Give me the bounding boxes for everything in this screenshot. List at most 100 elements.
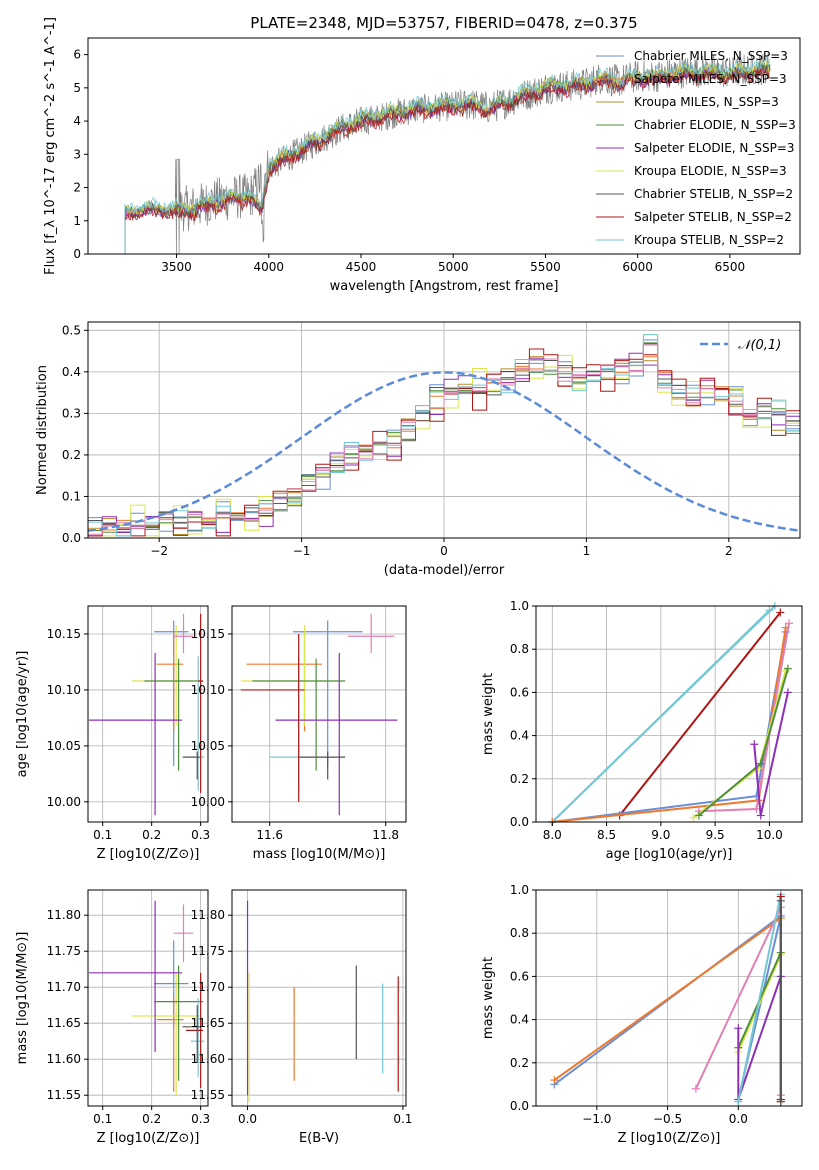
x-tick-label: 0.2 — [142, 1112, 161, 1126]
axes-frame — [87, 37, 801, 255]
y-tick-label: 0.8 — [510, 642, 529, 656]
y-tick-label: 11.60 — [191, 1052, 225, 1066]
y-tick-label: 0.0 — [510, 1099, 529, 1113]
x-tick-label: 10.0 — [756, 828, 783, 842]
x-tick-label: 0.3 — [191, 1112, 210, 1126]
y-tick-label: 0.4 — [62, 365, 81, 379]
legend-entry: Chabrier STELIB, N_SSP=2 — [634, 187, 793, 201]
age-vs-mass-errorbars — [240, 613, 398, 816]
figure-title: PLATE=2348, MJD=53757, FIBERID=0478, z=0… — [250, 14, 637, 32]
x-tick-label: −1.0 — [582, 1112, 611, 1126]
y-tick-label: 10.00 — [47, 795, 81, 809]
y-tick-label: 0.2 — [510, 1056, 529, 1070]
x-tick-label: 0.0 — [238, 1112, 257, 1126]
mass-vs-z-errorbars — [88, 900, 205, 1096]
age-vs-mass-panel: 11.6 11.8 10.00 10.05 10.10 10.15 mass [log10(… — [191, 605, 407, 862]
y-tick-label: 11.65 — [47, 1016, 81, 1030]
axes-frame — [87, 605, 209, 823]
legend-entry: Salpeter MILES, N_SSP=3 — [634, 72, 787, 86]
legend-entry: Salpeter STELIB, N_SSP=2 — [634, 210, 792, 224]
legend-entry: Salpeter ELODIE, N_SSP=3 — [634, 141, 795, 155]
y-tick-label: 10.05 — [191, 739, 225, 753]
x-tick-label: 4500 — [346, 260, 377, 274]
y-tick-label: 6 — [73, 48, 81, 62]
weight-vs-z-lines — [550, 890, 785, 1106]
x-tick-label: −1 — [293, 544, 311, 558]
y-tick-label: 11.55 — [47, 1088, 81, 1102]
y-tick-label: 0.1 — [62, 489, 81, 503]
y-tick-label: 0.4 — [510, 729, 529, 743]
x-tick-label: 0.3 — [191, 828, 210, 842]
normal-curve — [88, 371, 800, 532]
y-axis-label: mass weight — [481, 673, 496, 755]
y-tick-label: 11.80 — [47, 908, 81, 922]
x-axis-label: E(B-V) — [299, 1131, 339, 1146]
x-tick-label: −2 — [150, 544, 168, 558]
legend-entry: Kroupa ELODIE, N_SSP=3 — [634, 164, 787, 178]
weight-line — [551, 605, 776, 823]
x-axis-label: age [log10(age/yr)] — [606, 847, 733, 862]
legend-entry: Chabrier MILES, N_SSP=3 — [634, 49, 788, 63]
x-tick-label: 5500 — [530, 260, 561, 274]
mass-vs-z-panel: 0.1 0.2 0.3 11.55 11.60 11.65 11.70 11.75 11.80 Z… — [15, 889, 210, 1146]
x-tick-label: 0.1 — [93, 828, 112, 842]
weight-vs-age-panel: 8.0 8.5 9.0 9.5 10.0 0.0 0.2 0.4 0.6 0.8 1.0 age [l… — [481, 599, 803, 862]
y-tick-label: 10.15 — [47, 627, 81, 641]
age-vs-z-errorbars — [88, 613, 205, 816]
mass-vs-ebv-errorbars — [246, 900, 399, 1103]
x-axis-label: mass [log10(M/M⊙)] — [253, 847, 386, 862]
residuals-panel: −2 −1 0 1 2 0.0 0.1 0.2 0.3 0.4 0.5 (data-model)/er… — [35, 321, 801, 578]
mass-vs-ebv-panel: 0.0 0.1 11.55 11.60 11.65 11.70 11.75 11.80 E(B-… — [191, 889, 412, 1146]
y-tick-label: 0.6 — [510, 685, 529, 699]
y-tick-label: 11.75 — [191, 944, 225, 958]
y-tick-label: 0.4 — [510, 1013, 529, 1027]
y-tick-label: 11.80 — [191, 908, 225, 922]
y-tick-label: 11.55 — [191, 1088, 225, 1102]
legend-entry: Kroupa MILES, N_SSP=3 — [634, 95, 779, 109]
y-tick-label: 0.6 — [510, 969, 529, 983]
weight-line — [737, 894, 782, 1102]
y-tick-label: 10.00 — [191, 795, 225, 809]
x-axis-label: Z [log10(Z/Z⊙)] — [618, 1131, 721, 1146]
x-tick-label: 6000 — [622, 260, 653, 274]
y-tick-label: 0.3 — [62, 406, 81, 420]
x-tick-label: 11.6 — [256, 828, 283, 842]
y-tick-label: 11.75 — [47, 944, 81, 958]
axes-frame — [231, 889, 407, 1107]
y-tick-label: 11.65 — [191, 1016, 225, 1030]
y-tick-label: 11.70 — [47, 980, 81, 994]
weight-line — [737, 954, 782, 1053]
y-tick-label: 4 — [73, 114, 81, 128]
y-tick-label: 11.70 — [191, 980, 225, 994]
y-tick-label: 0.5 — [62, 323, 81, 337]
y-tick-label: 0.2 — [510, 772, 529, 786]
y-tick-label: 0.8 — [510, 926, 529, 940]
x-tick-label: 3500 — [161, 260, 192, 274]
y-tick-label: 10.05 — [47, 739, 81, 753]
x-tick-label: 6500 — [715, 260, 746, 274]
y-tick-label: 0 — [73, 247, 81, 261]
axes-frame — [535, 889, 803, 1107]
y-tick-label: 1.0 — [510, 599, 529, 613]
x-axis-label: Z [log10(Z/Z⊙)] — [97, 847, 200, 862]
x-axis-label: Z [log10(Z/Z⊙)] — [97, 1131, 200, 1146]
residuals-steps — [88, 334, 800, 537]
x-tick-label: 0.2 — [142, 828, 161, 842]
y-tick-label: 1 — [73, 214, 81, 228]
x-tick-label: 8.0 — [543, 828, 562, 842]
x-tick-label: 0.1 — [93, 1112, 112, 1126]
x-axis-label: wavelength [Angstrom, rest frame] — [330, 279, 559, 294]
y-axis-label: age [log10(age/yr)] — [15, 651, 30, 778]
y-tick-label: 10.10 — [47, 683, 81, 697]
spectrum-panel: 3500 4000 4500 5000 5500 6000 6500 0 1 2 3 4 5 6 wavel… — [43, 17, 801, 294]
weight-vs-age-lines — [548, 602, 793, 826]
weight-vs-z-panel: −1.0 −0.5 0.0 0.0 0.2 0.4 0.6 0.8 1.0 Z [log10(Z/… — [481, 883, 803, 1146]
y-tick-label: 0.2 — [62, 448, 81, 462]
weight-line — [618, 611, 782, 817]
panels: 3500 4000 4500 5000 5500 6000 6500 0 1 2 3 4 5 6 wavel… — [15, 17, 803, 1146]
model-spectrum-line — [124, 67, 771, 254]
x-tick-label: 0.0 — [729, 1112, 748, 1126]
x-tick-label: 11.8 — [372, 828, 399, 842]
